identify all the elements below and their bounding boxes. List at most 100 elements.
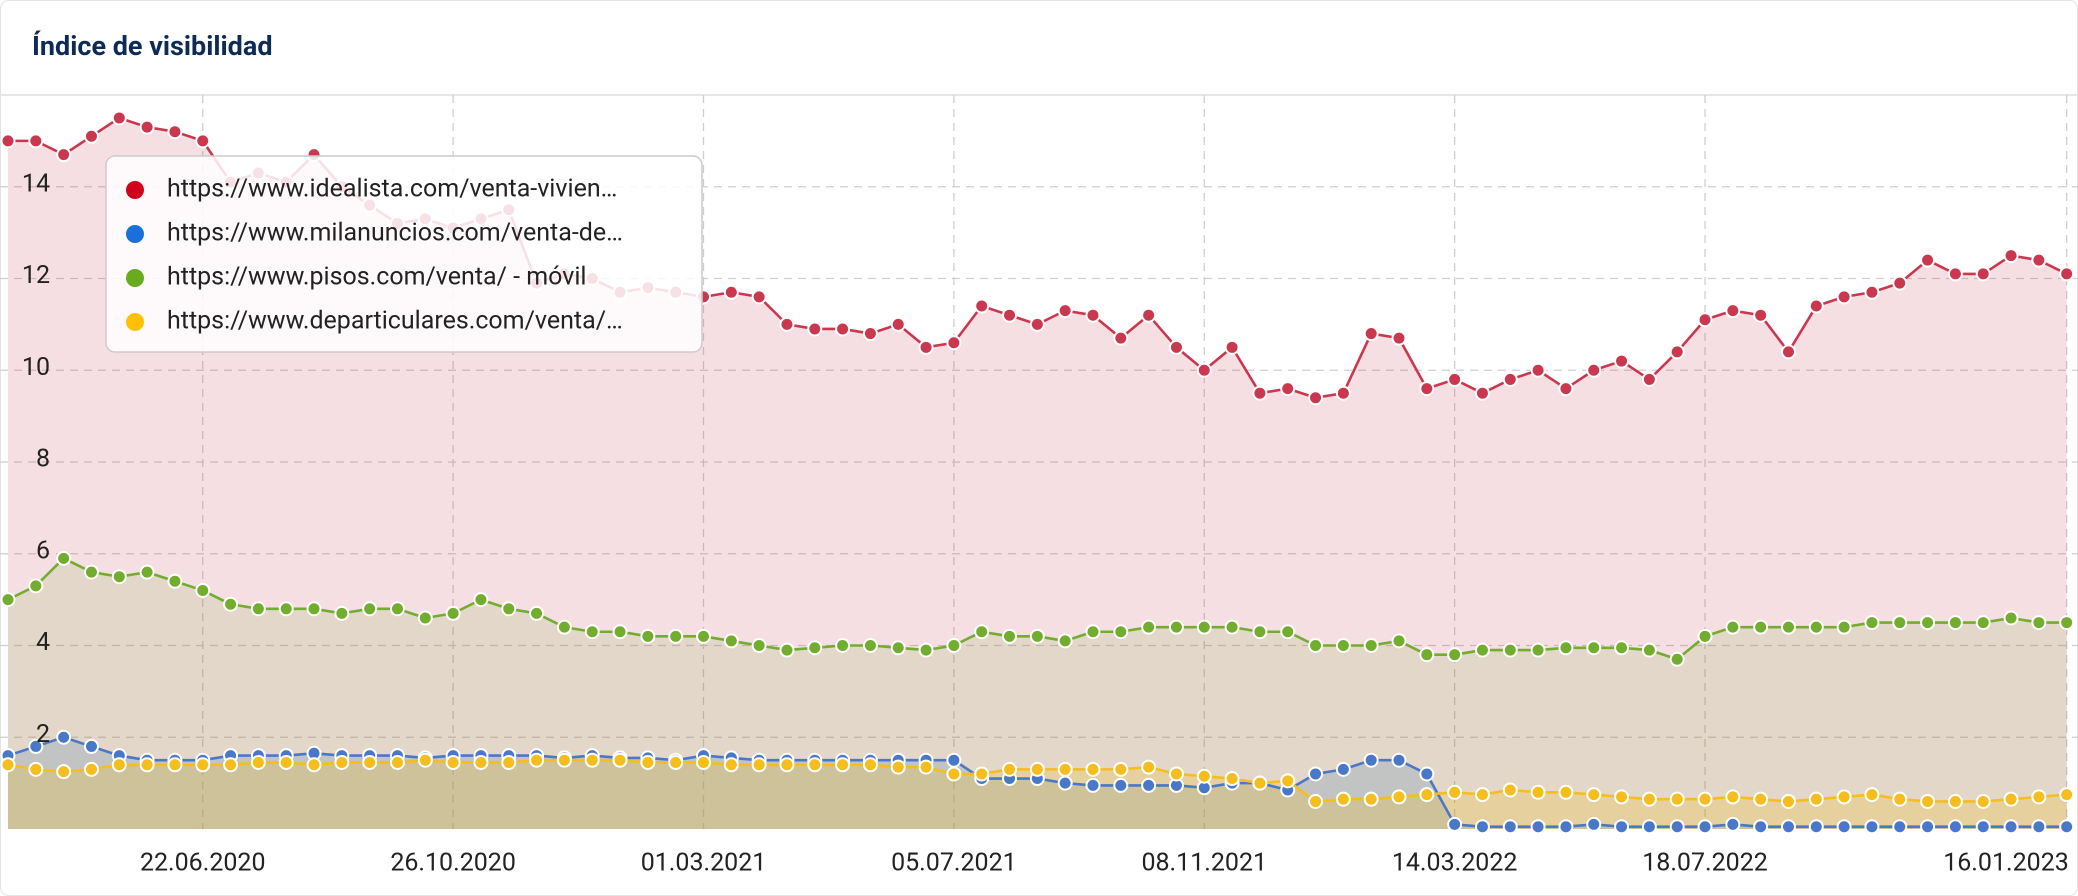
data-point	[696, 628, 711, 644]
y-tick-label: 12	[22, 261, 50, 290]
data-point	[1002, 628, 1018, 644]
data-point	[1308, 766, 1324, 782]
data-point	[1780, 793, 1796, 809]
data-point	[640, 754, 656, 770]
data-point	[862, 757, 878, 773]
data-point	[167, 757, 183, 773]
data-point	[1168, 766, 1184, 782]
data-point	[56, 729, 72, 745]
data-point	[362, 754, 378, 770]
data-point	[250, 601, 266, 617]
data-point	[1669, 819, 1685, 835]
data-point	[751, 638, 767, 653]
data-point	[2031, 252, 2047, 268]
data-point	[612, 752, 628, 768]
data-point	[1808, 619, 1824, 635]
data-point	[1947, 615, 1963, 631]
data-point	[28, 761, 44, 777]
data-point	[890, 640, 906, 656]
legend-marker	[126, 313, 144, 331]
data-point	[862, 638, 878, 653]
data-point	[1892, 791, 1908, 807]
data-point	[668, 754, 684, 770]
data-point	[1447, 647, 1463, 663]
data-point	[1252, 385, 1268, 401]
data-point	[1335, 761, 1351, 777]
data-point	[195, 757, 211, 773]
data-point	[723, 284, 739, 300]
legend-label: https://www.milanuncios.com/venta-de…	[167, 219, 623, 248]
data-point	[139, 757, 155, 773]
data-point	[1419, 766, 1435, 782]
data-point	[2003, 610, 2019, 626]
data-point	[1085, 777, 1101, 793]
data-point	[1697, 628, 1713, 644]
data-point	[1419, 647, 1435, 663]
data-point	[1474, 787, 1490, 803]
data-point	[1614, 789, 1630, 805]
data-point	[334, 754, 350, 770]
data-point	[1558, 819, 1574, 835]
data-point	[1335, 385, 1351, 401]
data-point	[1447, 371, 1463, 387]
data-point	[1614, 353, 1630, 369]
data-point	[612, 624, 628, 640]
data-point	[278, 601, 294, 617]
x-tick-label: 26.10.2020	[390, 849, 516, 878]
data-point	[1920, 819, 1936, 835]
data-point	[835, 638, 851, 653]
data-point	[1085, 307, 1101, 323]
y-tick-label: 8	[36, 445, 50, 474]
data-point	[2031, 615, 2047, 631]
chart-title: Índice de visibilidad	[32, 29, 273, 62]
data-point	[111, 757, 127, 773]
data-point	[1447, 816, 1463, 832]
data-point	[890, 316, 906, 332]
data-point	[556, 752, 572, 768]
data-point	[751, 289, 767, 305]
data-point	[946, 638, 962, 653]
data-point	[2059, 819, 2075, 835]
data-point	[1141, 759, 1157, 775]
x-tick-label: 08.11.2021	[1141, 849, 1267, 878]
data-point	[1196, 362, 1212, 378]
data-point	[1335, 791, 1351, 807]
data-point	[1391, 330, 1407, 346]
data-point	[751, 757, 767, 773]
data-point	[918, 759, 934, 775]
data-point	[835, 757, 851, 773]
data-point	[473, 754, 489, 770]
data-point	[1363, 752, 1379, 768]
data-point	[1530, 362, 1546, 378]
data-point	[1391, 789, 1407, 805]
data-point	[1725, 619, 1741, 635]
data-point	[223, 757, 239, 773]
data-point	[1920, 252, 1936, 268]
data-point	[1363, 326, 1379, 342]
data-point	[1252, 624, 1268, 640]
data-point	[890, 759, 906, 775]
data-point	[1502, 371, 1518, 387]
data-point	[473, 592, 489, 608]
x-tick-label: 05.07.2021	[891, 849, 1017, 878]
data-point	[56, 147, 72, 163]
data-point	[2003, 791, 2019, 807]
data-point	[83, 128, 99, 144]
data-point	[1474, 819, 1490, 835]
data-point	[1335, 638, 1351, 653]
data-point	[779, 757, 795, 773]
data-point	[1363, 638, 1379, 653]
data-point	[1029, 316, 1045, 332]
data-point	[946, 752, 962, 768]
data-point	[1280, 624, 1296, 640]
data-point	[918, 642, 934, 658]
data-point	[334, 605, 350, 621]
data-point	[640, 628, 656, 644]
data-point	[1558, 381, 1574, 397]
data-point	[445, 605, 461, 621]
y-tick-label: 6	[36, 536, 50, 565]
data-point	[1725, 816, 1741, 832]
data-point	[974, 766, 990, 782]
data-point	[1280, 773, 1296, 789]
